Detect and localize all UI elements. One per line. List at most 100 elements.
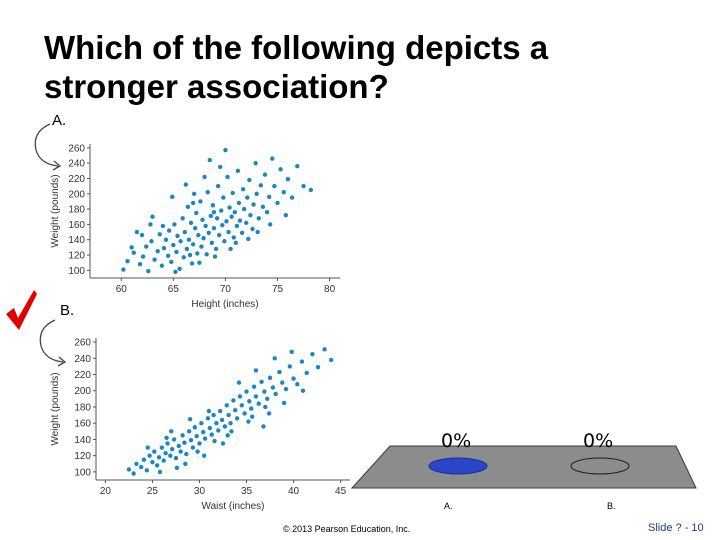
- data-point: [169, 259, 174, 265]
- data-point: [283, 386, 289, 392]
- data-point: [241, 206, 247, 212]
- data-point: [192, 425, 197, 430]
- data-point: [265, 396, 270, 402]
- data-point: [160, 223, 166, 229]
- data-point: [212, 254, 218, 259]
- data-point: [295, 382, 300, 387]
- data-point: [239, 403, 245, 408]
- data-point: [245, 195, 250, 200]
- data-point: [121, 267, 126, 272]
- data-point: [131, 471, 136, 476]
- y-tick-label: 140: [68, 235, 85, 246]
- data-point: [218, 164, 223, 170]
- data-point: [295, 164, 300, 169]
- data-point: [236, 200, 242, 206]
- data-point: [157, 232, 162, 237]
- x-tick-label: 25: [147, 486, 159, 497]
- data-point: [131, 250, 136, 255]
- data-point: [154, 463, 160, 468]
- data-point: [149, 239, 154, 244]
- data-point: [147, 453, 152, 458]
- option-a-label: A.: [52, 112, 67, 129]
- data-point: [281, 190, 286, 195]
- data-point: [212, 438, 217, 444]
- response-percent-a: 0%: [441, 430, 472, 452]
- data-point: [224, 403, 229, 408]
- data-point: [190, 242, 196, 247]
- x-axis-label: Height (inches): [191, 299, 258, 310]
- data-point: [201, 429, 206, 435]
- response-panel: [350, 445, 697, 489]
- data-point: [244, 389, 249, 394]
- data-point: [225, 433, 230, 438]
- data-point: [315, 365, 321, 370]
- data-point: [291, 376, 296, 381]
- data-point: [216, 232, 222, 238]
- data-point: [247, 399, 252, 404]
- data-point: [283, 213, 289, 218]
- data-point: [163, 237, 169, 242]
- data-point: [175, 233, 180, 239]
- x-tick-label: 65: [168, 284, 180, 295]
- data-point: [169, 429, 174, 434]
- data-point: [203, 223, 208, 229]
- data-point: [272, 183, 277, 189]
- data-point: [209, 240, 215, 245]
- data-point: [299, 359, 305, 364]
- data-point: [200, 217, 205, 223]
- y-tick-label: 240: [74, 354, 91, 365]
- data-point: [231, 235, 236, 240]
- data-point: [211, 412, 216, 418]
- x-tick-label: 45: [335, 486, 347, 497]
- data-point: [249, 406, 254, 411]
- data-point: [161, 458, 166, 463]
- data-point: [205, 416, 211, 421]
- data-point: [215, 183, 221, 189]
- curved-arrow-icon-b: [39, 319, 67, 367]
- data-point: [301, 183, 306, 189]
- data-point: [174, 249, 179, 255]
- data-point: [159, 445, 165, 450]
- data-point: [180, 216, 185, 221]
- data-point: [186, 237, 192, 242]
- data-point: [264, 209, 270, 215]
- data-point: [285, 177, 291, 182]
- data-point: [228, 421, 233, 426]
- x-tick-label: 20: [100, 486, 112, 497]
- y-tick-label: 220: [68, 174, 85, 185]
- data-point: [198, 199, 203, 204]
- data-point: [229, 429, 234, 434]
- data-point: [233, 240, 239, 245]
- data-point: [244, 220, 249, 226]
- data-point: [193, 226, 198, 231]
- data-point: [263, 404, 268, 410]
- data-point: [254, 191, 259, 196]
- data-point: [234, 416, 240, 421]
- data-point: [233, 408, 238, 413]
- data-point: [139, 232, 145, 238]
- y-tick-label: 200: [68, 189, 85, 200]
- data-point: [249, 414, 255, 419]
- data-point: [253, 368, 259, 373]
- data-point: [231, 398, 236, 403]
- data-point: [226, 412, 231, 418]
- data-point: [222, 239, 227, 244]
- data-point: [190, 445, 196, 450]
- data-point: [220, 222, 225, 228]
- data-point: [207, 425, 213, 431]
- data-point: [300, 388, 306, 393]
- data-point: [220, 441, 226, 446]
- data-point: [180, 433, 185, 438]
- data-point: [148, 222, 153, 227]
- data-point: [230, 190, 235, 196]
- y-axis-label: Weight (pounds): [50, 174, 61, 247]
- data-point: [186, 429, 192, 434]
- data-point: [211, 209, 217, 215]
- data-point: [185, 204, 191, 209]
- data-point: [248, 213, 253, 218]
- data-point: [251, 202, 256, 207]
- data-point: [262, 389, 267, 394]
- data-point: [267, 375, 273, 380]
- data-point: [188, 438, 194, 443]
- data-point: [173, 455, 179, 461]
